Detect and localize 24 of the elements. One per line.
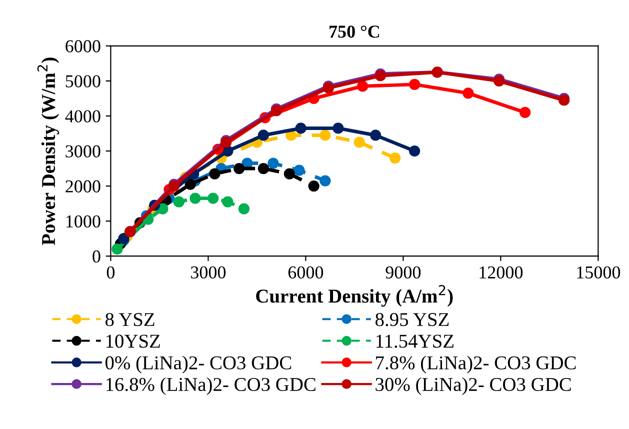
legend-label: 0% (LiNa)2- CO3 GDC: [105, 356, 292, 374]
y-tick-label: 0: [92, 250, 100, 263]
y-tick-label: 1000: [66, 215, 100, 228]
x-tick-label: 6000: [288, 266, 324, 279]
legend-label: 11.54YSZ: [376, 334, 454, 348]
x-tick-label: 3000: [191, 266, 226, 279]
y-tick-label: 2000: [66, 180, 100, 192]
legend-label: 8 YSZ: [105, 312, 154, 326]
x-tick-label: 9000: [386, 266, 421, 279]
x-axis-title: Current Density (A/m$^{2}$): [256, 284, 453, 307]
y-tick-label: 6000: [66, 40, 100, 52]
y-axis-title: Power Density (W/m$^{2}$): [37, 58, 60, 246]
chart-title: 750 °C: [330, 26, 379, 38]
y-tick-label: 3000: [66, 145, 100, 158]
x-tick-label: 15000: [577, 266, 620, 279]
x-tick-label: 0: [106, 266, 115, 279]
legend-label: 10YSZ: [106, 334, 160, 348]
x-tick-label: 12000: [480, 266, 523, 279]
legend-label: 8.95 YSZ: [376, 312, 449, 326]
legend-label: 16.8% (LiNa)2- CO3 GDC: [106, 377, 316, 395]
y-tick-label: 4000: [65, 110, 100, 122]
legend-label: 30% (LiNa)2- CO3 GDC: [376, 377, 571, 395]
legend-label: 7.8% (LiNa)2- CO3 GDC: [376, 356, 576, 374]
y-tick-label: 5000: [66, 75, 100, 88]
